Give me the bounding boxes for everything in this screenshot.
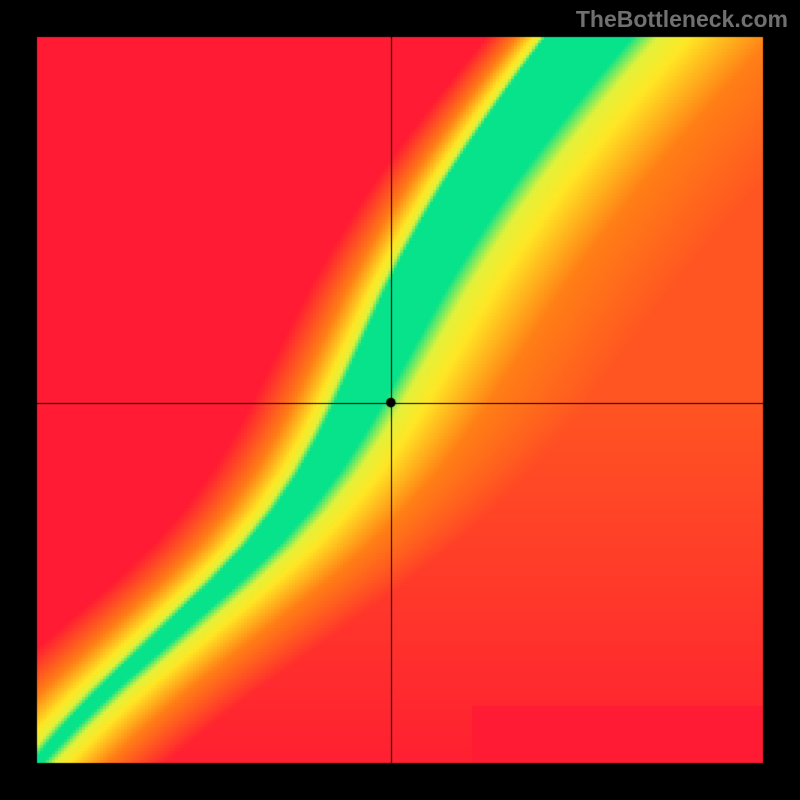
watermark-text: TheBottleneck.com: [576, 6, 788, 33]
chart-container: TheBottleneck.com: [0, 0, 800, 800]
bottleneck-heatmap-canvas: [0, 0, 800, 800]
